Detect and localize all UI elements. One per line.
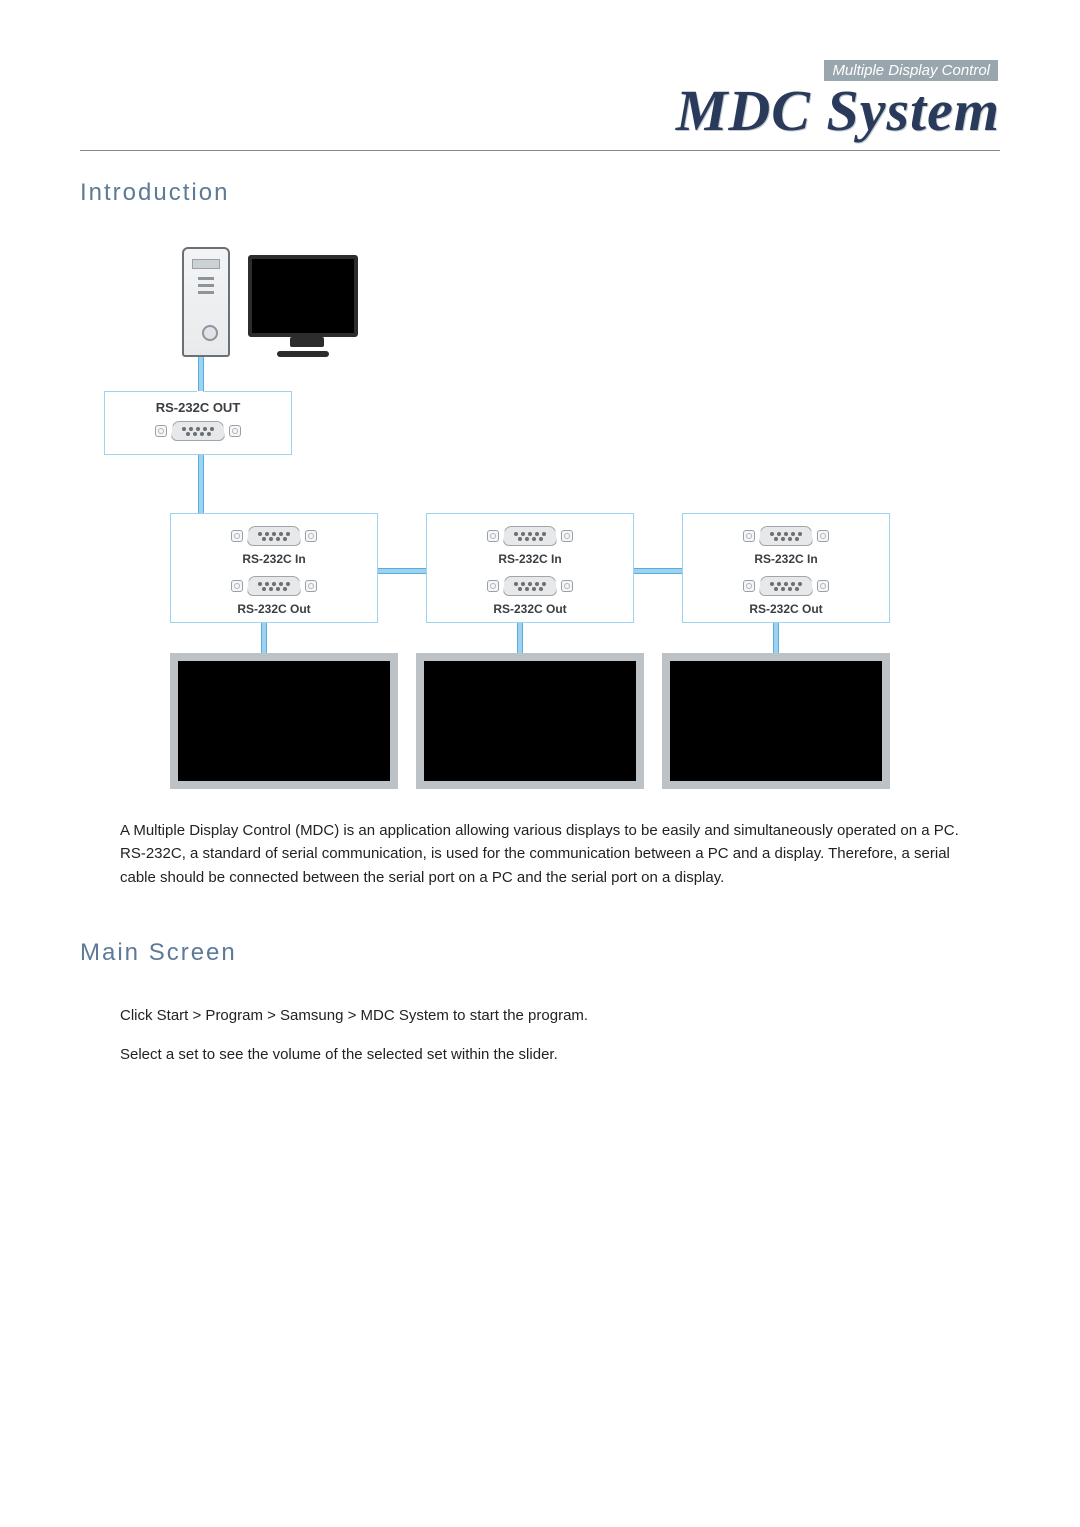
hub-in-label: RS-232C In [171,552,377,566]
top-port-box: RS-232C OUT [104,391,292,455]
header: Multiple Display Control MDC System [80,60,1000,151]
hub-row: RS-232C In RS-232C Out RS-232C In [170,513,890,623]
section-title-main-screen: Main Screen [80,939,1000,967]
serial-port-icon [487,576,573,596]
hub-box: RS-232C In RS-232C Out [426,513,634,623]
hub-in-label: RS-232C In [683,552,889,566]
serial-port-icon [155,421,241,441]
serial-port-icon [231,576,317,596]
cable-row [170,623,890,653]
section-title-introduction: Introduction [80,179,1000,207]
hub-box: RS-232C In RS-232C Out [682,513,890,623]
top-port-label: RS-232C OUT [105,400,291,415]
serial-port-icon [743,576,829,596]
connection-diagram: RS-232C OUT RS-232C In [170,247,890,789]
main-screen-line1: Click Start > Program > Samsung > MDC Sy… [120,1007,1000,1024]
display-panel-icon [416,653,644,789]
display-panel-icon [662,653,890,789]
display-panel-icon [170,653,398,789]
display-row [170,653,890,789]
serial-port-icon [743,526,829,546]
cable-segment [198,455,204,513]
serial-port-icon [231,526,317,546]
hub-box: RS-232C In RS-232C Out [170,513,378,623]
pc-monitor-icon [248,255,358,357]
intro-paragraph: A Multiple Display Control (MDC) is an a… [120,819,980,889]
hub-out-label: RS-232C Out [171,602,377,616]
pc-tower-icon [182,247,230,357]
main-screen-line2: Select a set to see the volume of the se… [120,1046,1000,1063]
hub-out-label: RS-232C Out [427,602,633,616]
hub-in-label: RS-232C In [427,552,633,566]
hub-out-label: RS-232C Out [683,602,889,616]
logo-text: MDC System [80,77,1000,144]
serial-port-icon [487,526,573,546]
cable-segment [198,357,204,391]
